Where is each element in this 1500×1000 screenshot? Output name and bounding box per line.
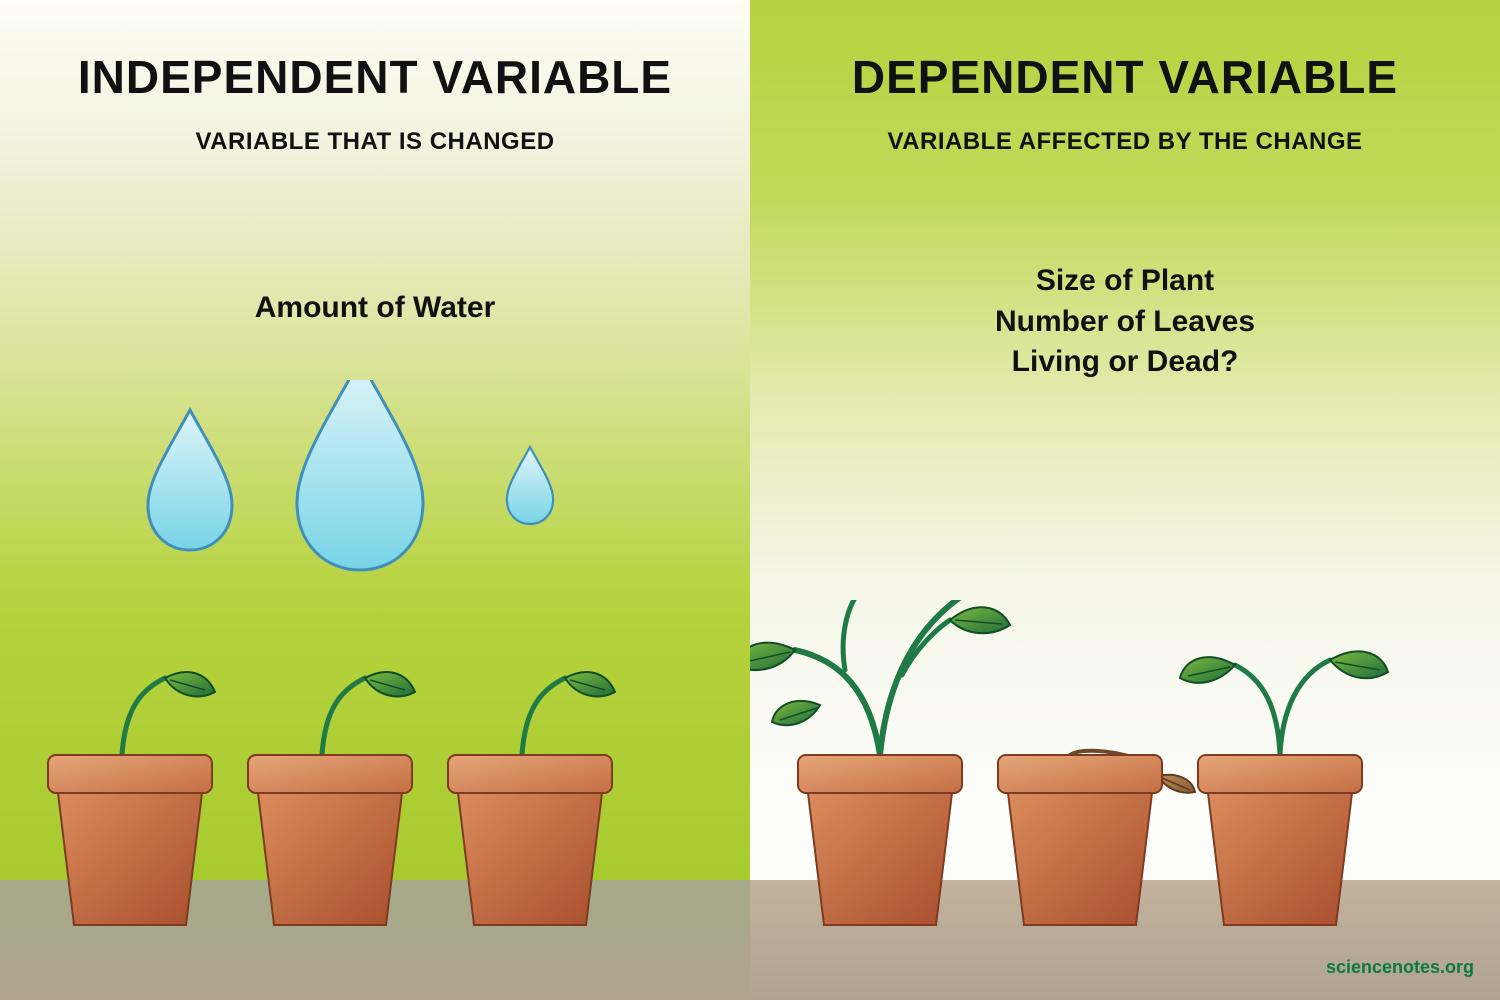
leaf-icon: [750, 643, 795, 670]
plant-pot-medium: [1180, 651, 1388, 925]
right-title: DEPENDENT VARIABLE: [750, 50, 1500, 104]
plant-pot: [48, 672, 215, 925]
leaf-icon: [772, 701, 820, 725]
right-line-3: Living or Dead?: [750, 342, 1500, 383]
plant-pot: [248, 672, 415, 925]
water-drop-icon: [507, 447, 553, 524]
right-line-1: Size of Plant: [750, 261, 1500, 302]
water-drop-icon: [297, 380, 423, 570]
credit-text: sciencenotes.org: [1326, 957, 1474, 978]
plant-pot: [448, 672, 615, 925]
right-panel: DEPENDENT VARIABLE VARIABLE AFFECTED BY …: [750, 0, 1500, 1000]
right-subtitle: VARIABLE AFFECTED BY THE CHANGE: [750, 128, 1500, 156]
right-label-list: Size of Plant Number of Leaves Living or…: [750, 261, 1500, 383]
plant-pot-dead: [998, 751, 1195, 925]
infographic-container: INDEPENDENT VARIABLE VARIABLE THAT IS CH…: [0, 0, 1500, 1000]
left-pot-row: [0, 600, 750, 950]
water-drop-icon: [148, 410, 232, 550]
left-subtitle: VARIABLE THAT IS CHANGED: [0, 128, 750, 156]
left-panel: INDEPENDENT VARIABLE VARIABLE THAT IS CH…: [0, 0, 750, 1000]
leaf-icon: [950, 607, 1010, 633]
water-drops: [0, 380, 750, 580]
left-label: Amount of Water: [0, 291, 750, 325]
right-pot-row: [750, 600, 1500, 950]
left-title: INDEPENDENT VARIABLE: [0, 50, 750, 104]
right-line-2: Number of Leaves: [750, 302, 1500, 343]
